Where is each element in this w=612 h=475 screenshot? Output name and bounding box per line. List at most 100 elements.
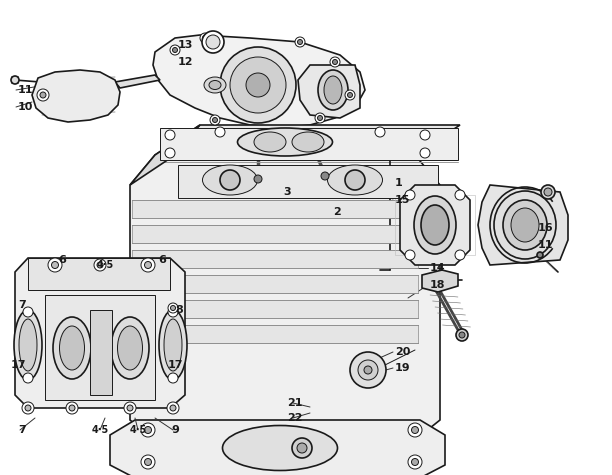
Text: 15: 15 xyxy=(395,195,411,205)
Circle shape xyxy=(94,259,106,271)
Circle shape xyxy=(200,33,210,43)
Ellipse shape xyxy=(203,165,258,195)
Circle shape xyxy=(321,172,329,180)
Text: 6: 6 xyxy=(58,255,66,265)
Text: 4·5: 4·5 xyxy=(96,260,114,270)
Text: 2: 2 xyxy=(333,207,341,217)
Circle shape xyxy=(48,258,62,272)
Circle shape xyxy=(206,35,220,49)
Ellipse shape xyxy=(327,165,382,195)
Circle shape xyxy=(456,329,468,341)
Ellipse shape xyxy=(59,326,84,370)
Circle shape xyxy=(420,130,430,140)
Polygon shape xyxy=(178,165,438,198)
Ellipse shape xyxy=(204,77,226,93)
Circle shape xyxy=(212,117,217,123)
Circle shape xyxy=(215,127,225,137)
Circle shape xyxy=(350,352,386,388)
Circle shape xyxy=(170,405,176,411)
Circle shape xyxy=(37,89,49,101)
Ellipse shape xyxy=(223,426,337,471)
Ellipse shape xyxy=(209,80,221,89)
Text: 13: 13 xyxy=(177,40,193,50)
Circle shape xyxy=(141,423,155,437)
Circle shape xyxy=(297,443,307,453)
Polygon shape xyxy=(115,75,160,88)
Circle shape xyxy=(22,402,34,414)
Text: 20: 20 xyxy=(395,347,411,357)
Ellipse shape xyxy=(292,132,324,152)
Circle shape xyxy=(375,127,385,137)
Circle shape xyxy=(345,170,365,190)
Circle shape xyxy=(408,423,422,437)
Circle shape xyxy=(455,250,465,260)
Ellipse shape xyxy=(111,317,149,379)
Text: 1: 1 xyxy=(395,178,403,188)
Circle shape xyxy=(345,90,355,100)
Ellipse shape xyxy=(14,310,42,380)
Polygon shape xyxy=(400,185,470,265)
Text: 4·5: 4·5 xyxy=(91,425,108,435)
Circle shape xyxy=(23,373,33,383)
Text: 3: 3 xyxy=(283,187,291,197)
Ellipse shape xyxy=(511,208,539,242)
Circle shape xyxy=(165,148,175,158)
Text: 21: 21 xyxy=(287,398,303,408)
Circle shape xyxy=(358,360,378,380)
Text: 18: 18 xyxy=(430,280,446,290)
Circle shape xyxy=(420,148,430,158)
Circle shape xyxy=(144,458,152,466)
Ellipse shape xyxy=(421,205,449,245)
Circle shape xyxy=(168,373,178,383)
Ellipse shape xyxy=(237,128,332,156)
Ellipse shape xyxy=(318,70,348,110)
Circle shape xyxy=(25,405,31,411)
Polygon shape xyxy=(132,250,418,268)
Text: 11: 11 xyxy=(18,85,34,95)
Circle shape xyxy=(11,76,19,84)
Polygon shape xyxy=(45,295,155,400)
Circle shape xyxy=(202,31,224,53)
Circle shape xyxy=(318,115,323,121)
Polygon shape xyxy=(153,35,365,128)
Text: 6: 6 xyxy=(158,255,166,265)
Polygon shape xyxy=(132,275,418,293)
Circle shape xyxy=(315,113,325,123)
Circle shape xyxy=(411,427,419,434)
Polygon shape xyxy=(110,420,445,475)
Circle shape xyxy=(220,47,296,123)
Text: 4·5: 4·5 xyxy=(129,425,147,435)
Polygon shape xyxy=(132,200,418,218)
Circle shape xyxy=(411,458,419,466)
Circle shape xyxy=(246,73,270,97)
Circle shape xyxy=(330,57,340,67)
Circle shape xyxy=(170,45,180,55)
Ellipse shape xyxy=(118,326,143,370)
Circle shape xyxy=(69,405,75,411)
Circle shape xyxy=(167,402,179,414)
Circle shape xyxy=(97,262,103,268)
Circle shape xyxy=(141,258,155,272)
Ellipse shape xyxy=(19,319,37,371)
Ellipse shape xyxy=(414,196,456,254)
Text: 16: 16 xyxy=(538,223,554,233)
Polygon shape xyxy=(15,258,185,408)
Circle shape xyxy=(144,427,152,434)
Circle shape xyxy=(348,93,353,97)
Text: 7: 7 xyxy=(18,300,26,310)
Circle shape xyxy=(66,402,78,414)
Text: 17: 17 xyxy=(167,360,183,370)
Polygon shape xyxy=(132,225,418,243)
Circle shape xyxy=(51,262,59,268)
Circle shape xyxy=(220,170,240,190)
Circle shape xyxy=(292,438,312,458)
Polygon shape xyxy=(130,125,200,185)
Text: 11: 11 xyxy=(538,240,553,250)
Circle shape xyxy=(405,250,415,260)
Circle shape xyxy=(295,37,305,47)
Text: 9: 9 xyxy=(171,425,179,435)
Circle shape xyxy=(203,36,207,40)
Polygon shape xyxy=(160,128,458,160)
Circle shape xyxy=(541,185,555,199)
Circle shape xyxy=(173,48,177,53)
